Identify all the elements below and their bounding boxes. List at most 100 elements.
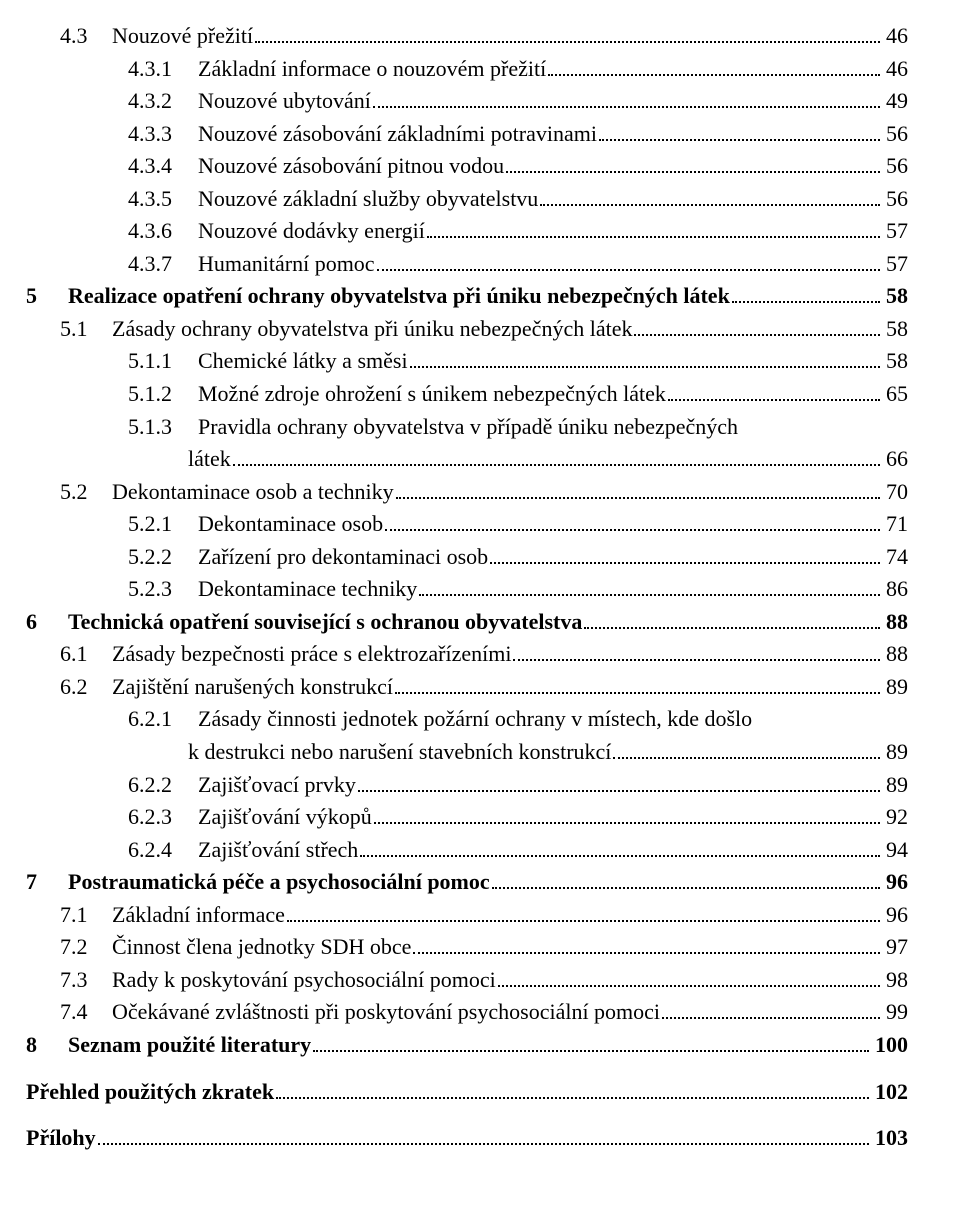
toc-leader-dots <box>287 904 880 921</box>
toc-number: 6 <box>26 606 68 639</box>
toc-leader-dots <box>396 481 880 498</box>
toc-number: 4.3 <box>60 20 112 53</box>
toc-line: Přehled použitých zkratek102 <box>26 1076 908 1109</box>
toc-title: k destrukci nebo narušení stavebních kon… <box>188 736 613 769</box>
toc-number: 6.2.1 <box>128 703 198 736</box>
toc-number: 7.2 <box>60 931 112 964</box>
toc-title: Zařízení pro dekontaminaci osob <box>198 541 490 574</box>
toc-number: 7.3 <box>60 964 112 997</box>
toc-line: 5.1.1Chemické látky a směsi58 <box>26 345 908 378</box>
toc-number: 4.3.3 <box>128 118 198 151</box>
toc-page-number: 58 <box>882 313 908 346</box>
toc-leader-dots <box>513 644 880 661</box>
toc-number: 5.1.3 <box>128 411 198 444</box>
toc-number: 4.3.4 <box>128 150 198 183</box>
toc-page-number: 89 <box>882 736 908 769</box>
toc-line: 6.2.2Zajišťovací prvky89 <box>26 769 908 802</box>
toc-page-number: 89 <box>882 769 908 802</box>
toc-leader-dots <box>374 807 880 824</box>
toc-page-number: 70 <box>882 476 908 509</box>
toc-leader-dots <box>492 872 880 889</box>
toc-page-number: 92 <box>882 801 908 834</box>
toc-title: Základní informace <box>112 899 287 932</box>
toc-title: Zajišťovací prvky <box>198 769 358 802</box>
toc-title: Zásady ochrany obyvatelstva při úniku ne… <box>112 313 634 346</box>
toc-line: 5.1Zásady ochrany obyvatelstva při úniku… <box>26 313 908 346</box>
toc-title: Zajištění narušených konstrukcí <box>112 671 395 704</box>
toc-line: 6.2.1Zásady činnosti jednotek požární oc… <box>26 703 908 736</box>
toc-leader-dots <box>506 156 880 173</box>
toc-leader-dots <box>498 969 880 986</box>
toc-line: Přílohy103 <box>26 1122 908 1155</box>
toc-page-number: 102 <box>871 1076 908 1109</box>
toc-leader-dots <box>634 319 880 336</box>
toc-line: 5.2.1Dekontaminace osob71 <box>26 508 908 541</box>
toc-number: 4.3.2 <box>128 85 198 118</box>
toc-leader-dots <box>358 774 880 791</box>
toc-number: 6.1 <box>60 638 112 671</box>
toc-line: 4.3.3Nouzové zásobování základními potra… <box>26 118 908 151</box>
toc-line: 6.2Zajištění narušených konstrukcí 89 <box>26 671 908 704</box>
toc-leader-dots <box>233 449 880 466</box>
toc-number: 5.2 <box>60 476 112 509</box>
toc-leader-dots <box>373 91 880 108</box>
toc-title: Zásady činnosti jednotek požární ochrany… <box>198 703 754 736</box>
toc-number: 5.1 <box>60 313 112 346</box>
toc-title: Postraumatická péče a psychosociální pom… <box>68 866 492 899</box>
toc-page-number: 57 <box>882 248 908 281</box>
toc-page-number: 97 <box>882 931 908 964</box>
toc-title: Chemické látky a směsi <box>198 345 410 378</box>
toc-number: 6.2 <box>60 671 112 704</box>
toc-title: Nouzové ubytování <box>198 85 373 118</box>
toc-title: Dekontaminace techniky <box>198 573 419 606</box>
toc-page-number: 99 <box>882 996 908 1029</box>
toc-line: 5.1.3Pravidla ochrany obyvatelstva v pří… <box>26 411 908 444</box>
toc-page-number: 49 <box>882 85 908 118</box>
toc-leader-dots <box>490 546 880 563</box>
toc-line: 6.2.4Zajišťování střech94 <box>26 834 908 867</box>
toc-page-number: 96 <box>882 899 908 932</box>
toc-number: 5.1.2 <box>128 378 198 411</box>
toc-title: Zásady bezpečnosti práce s elektrozaříze… <box>112 638 513 671</box>
toc-number: 5.2.1 <box>128 508 198 541</box>
toc-title: Zajišťování střech <box>198 834 360 867</box>
toc-page-number: 96 <box>882 866 908 899</box>
toc-leader-dots <box>255 26 880 43</box>
toc-number: 4.3.7 <box>128 248 198 281</box>
toc-number: 7 <box>26 866 68 899</box>
toc-page-number: 98 <box>882 964 908 997</box>
toc-number: 5 <box>26 280 68 313</box>
toc-number: 6.2.3 <box>128 801 198 834</box>
toc-title: Zajišťování výkopů <box>198 801 374 834</box>
toc-page-number: 65 <box>882 378 908 411</box>
toc-title: Humanitární pomoc <box>198 248 377 281</box>
toc-page-number: 89 <box>882 671 908 704</box>
toc-number: 4.3.6 <box>128 215 198 248</box>
toc-line: 4.3.1Základní informace o nouzovém přeži… <box>26 53 908 86</box>
toc-line: 7.4Očekávané zvláštnosti při poskytování… <box>26 996 908 1029</box>
toc-title: Nouzové zásobování základními potravinam… <box>198 118 599 151</box>
toc-page-number: 57 <box>882 215 908 248</box>
toc-number: 5.2.3 <box>128 573 198 606</box>
toc-number: 7.1 <box>60 899 112 932</box>
toc-title: látek <box>188 443 233 476</box>
toc-page-number: 56 <box>882 150 908 183</box>
toc-line: 7.2Činnost člena jednotky SDH obce97 <box>26 931 908 964</box>
toc-leader-dots <box>662 1002 880 1019</box>
toc-leader-dots <box>540 188 880 205</box>
toc-page-number: 94 <box>882 834 908 867</box>
toc-number: 5.2.2 <box>128 541 198 574</box>
toc-number: 4.3.5 <box>128 183 198 216</box>
toc-page-number: 46 <box>882 53 908 86</box>
toc-leader-dots <box>377 253 880 270</box>
toc-title: Dekontaminace osob <box>198 508 385 541</box>
toc-title: Nouzové základní služby obyvatelstvu <box>198 183 540 216</box>
toc-leader-dots <box>385 514 880 531</box>
toc-line: 7.3Rady k poskytování psychosociální pom… <box>26 964 908 997</box>
toc-page-number: 46 <box>882 20 908 53</box>
toc-number: 4.3.1 <box>128 53 198 86</box>
toc-title: Základní informace o nouzovém přežití <box>198 53 548 86</box>
toc-line: 4.3Nouzové přežití46 <box>26 20 908 53</box>
toc-line: 6.1Zásady bezpečnosti práce s elektrozař… <box>26 638 908 671</box>
toc-leader-dots <box>395 677 880 694</box>
